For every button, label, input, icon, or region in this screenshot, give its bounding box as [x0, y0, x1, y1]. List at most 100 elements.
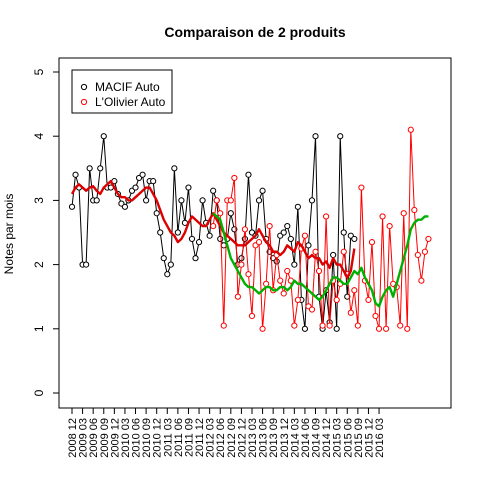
- data-point: [351, 235, 358, 243]
- data-point: [227, 197, 234, 204]
- data-point: [248, 312, 256, 320]
- data-point: [354, 322, 361, 329]
- x-tick-label: 2008 12: [67, 418, 79, 458]
- data-point: [213, 197, 220, 204]
- data-point: [280, 290, 287, 297]
- data-point: [301, 232, 309, 239]
- data-point: [308, 197, 316, 204]
- data-point: [150, 178, 157, 185]
- x-tick-label: 2015 06: [342, 418, 354, 458]
- data-point: [277, 277, 284, 284]
- data-point: [139, 171, 146, 178]
- data-point: [188, 235, 196, 243]
- data-point: [210, 187, 217, 194]
- data-point: [259, 325, 266, 332]
- data-point: [143, 197, 150, 204]
- series-line-0: [71, 136, 355, 329]
- x-tick-label: 2014 12: [321, 418, 333, 458]
- data-point: [174, 229, 181, 236]
- x-tick-label: 2015 03: [332, 418, 344, 458]
- data-point: [220, 322, 227, 329]
- data-point: [157, 229, 164, 236]
- x-tick-label: 2013 06: [258, 418, 270, 458]
- data-point: [347, 309, 354, 316]
- legend-box: [71, 69, 173, 114]
- data-point: [382, 325, 390, 332]
- data-point: [68, 203, 76, 210]
- data-point: [305, 242, 312, 249]
- data-point: [241, 226, 249, 233]
- data-point: [375, 325, 383, 332]
- y-tick-label: 5: [32, 68, 46, 75]
- smoothed-line-1: [212, 212, 429, 308]
- x-tick-label: 2013 09: [268, 418, 280, 458]
- data-point: [340, 248, 347, 255]
- data-point: [372, 312, 379, 320]
- data-point: [195, 239, 203, 246]
- x-tick-label: 2009 12: [109, 418, 121, 458]
- x-tick-label: 2012 12: [236, 418, 248, 458]
- y-axis-label: Notes par mois: [2, 194, 16, 275]
- data-point: [326, 322, 333, 329]
- y-tick-label: 0: [32, 389, 46, 396]
- data-point: [312, 133, 319, 140]
- data-point: [284, 267, 291, 275]
- data-point: [407, 126, 414, 133]
- data-point: [167, 261, 174, 268]
- legend-marker-macif: [80, 83, 88, 91]
- x-tick-label: 2010 03: [120, 418, 132, 458]
- data-point: [245, 271, 252, 278]
- data-point: [241, 235, 249, 243]
- data-point: [333, 325, 340, 332]
- x-tick-label: 2012 03: [205, 418, 217, 458]
- x-tick-label: 2011 12: [194, 418, 206, 457]
- x-tick-label: 2015 09: [353, 418, 365, 458]
- data-point: [86, 165, 93, 172]
- data-point: [425, 235, 432, 243]
- data-point: [164, 271, 171, 278]
- data-point: [192, 255, 199, 262]
- x-tick-label: 2014 03: [289, 418, 301, 458]
- data-point: [121, 203, 129, 210]
- data-point: [344, 293, 351, 300]
- y-tick-label: 2: [32, 261, 46, 268]
- data-point: [351, 287, 358, 294]
- data-point: [414, 251, 421, 259]
- x-tick-label: 2013 12: [279, 418, 291, 458]
- data-point: [178, 197, 185, 204]
- data-point: [100, 133, 107, 140]
- data-point: [284, 222, 291, 230]
- x-tick-label: 2010 09: [141, 418, 153, 458]
- data-point: [206, 232, 213, 239]
- data-point: [171, 165, 178, 172]
- data-point: [291, 261, 298, 268]
- legend-label-olivier: L'Olivier Auto: [95, 95, 166, 109]
- data-point: [93, 197, 100, 204]
- data-point: [132, 184, 139, 191]
- x-tick-label: 2010 12: [152, 418, 164, 458]
- data-point: [315, 267, 323, 275]
- data-point: [210, 222, 217, 230]
- data-point: [400, 210, 407, 217]
- data-point: [263, 280, 270, 287]
- x-tick-label: 2010 06: [131, 418, 143, 458]
- data-point: [358, 184, 365, 191]
- x-tick-label: 2011 03: [162, 418, 174, 457]
- data-point: [153, 210, 160, 217]
- data-point: [319, 322, 326, 329]
- data-point: [72, 171, 79, 178]
- data-point: [280, 229, 287, 236]
- data-point: [227, 210, 234, 217]
- x-tick-label: 2015 12: [363, 418, 375, 458]
- data-point: [217, 210, 224, 217]
- data-point: [330, 251, 337, 259]
- data-point: [231, 174, 238, 182]
- data-point: [294, 203, 301, 210]
- y-tick-label: 1: [32, 325, 46, 332]
- smoothed-layer: [70, 179, 429, 308]
- data-point: [404, 325, 411, 332]
- data-point: [217, 235, 224, 243]
- x-tick-label: 2009 09: [99, 418, 111, 458]
- data-point: [259, 187, 266, 194]
- data-point: [333, 296, 340, 304]
